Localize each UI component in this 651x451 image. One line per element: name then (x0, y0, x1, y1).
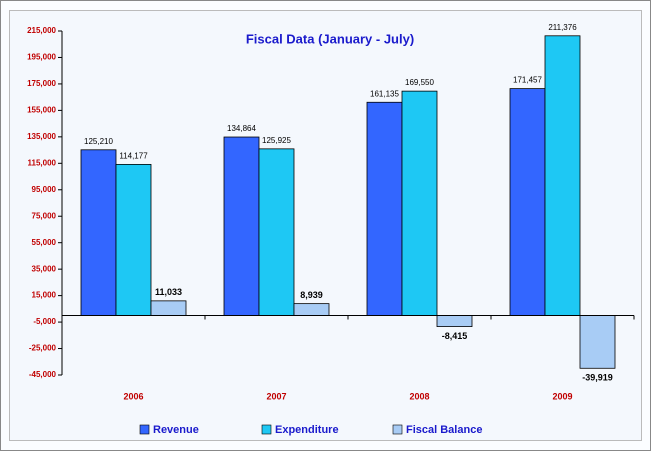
legend-swatch (261, 424, 272, 435)
y-tick-label: -5,000 (33, 317, 56, 326)
value-label: -39,919 (582, 373, 613, 383)
y-tick-label: 15,000 (32, 291, 57, 300)
value-label: 171,457 (513, 76, 542, 85)
y-tick-label: 155,000 (27, 105, 56, 114)
y-tick-label: 195,000 (27, 53, 56, 62)
y-tick-label: 55,000 (32, 238, 57, 247)
bar (579, 315, 616, 369)
chart-title: Fiscal Data (January - July) (246, 31, 414, 46)
value-label: 8,939 (300, 290, 323, 300)
bar (293, 303, 330, 316)
y-tick-label: 35,000 (32, 264, 57, 273)
bar (436, 315, 473, 327)
y-tick-label: 175,000 (27, 79, 56, 88)
x-tick-label: 2007 (266, 391, 286, 401)
value-label: 211,376 (548, 23, 577, 32)
y-tick-label: 95,000 (32, 185, 57, 194)
value-label: 134,864 (227, 124, 256, 133)
bar (366, 101, 403, 316)
value-label: 11,033 (155, 287, 182, 297)
bar (80, 149, 117, 316)
bar (115, 163, 152, 316)
value-label: -8,415 (442, 331, 468, 341)
x-tick-label: 2006 (123, 391, 143, 401)
bar (401, 90, 438, 316)
legend-swatch (139, 424, 150, 435)
y-tick-label: 135,000 (27, 132, 56, 141)
y-tick-label: 75,000 (32, 211, 57, 220)
legend-label: Expenditure (275, 424, 339, 436)
value-label: 161,135 (370, 89, 399, 98)
legend-swatch (392, 424, 403, 435)
y-tick-label: -45,000 (29, 370, 57, 379)
value-label: 125,925 (262, 136, 291, 145)
x-tick-label: 2009 (552, 391, 572, 401)
bar (223, 136, 260, 316)
y-tick-label: 115,000 (28, 158, 57, 167)
y-tick-label: 215,000 (27, 26, 56, 35)
bar (544, 35, 581, 316)
value-label: 169,550 (405, 78, 434, 87)
bar (509, 88, 546, 316)
x-tick-label: 2008 (409, 391, 429, 401)
y-tick-label: -25,000 (29, 344, 57, 353)
value-label: 125,210 (84, 137, 113, 146)
bar (258, 148, 295, 316)
bar (150, 300, 187, 316)
value-label: 114,177 (119, 152, 148, 161)
legend-label: Revenue (153, 424, 199, 436)
legend-label: Fiscal Balance (406, 424, 482, 436)
